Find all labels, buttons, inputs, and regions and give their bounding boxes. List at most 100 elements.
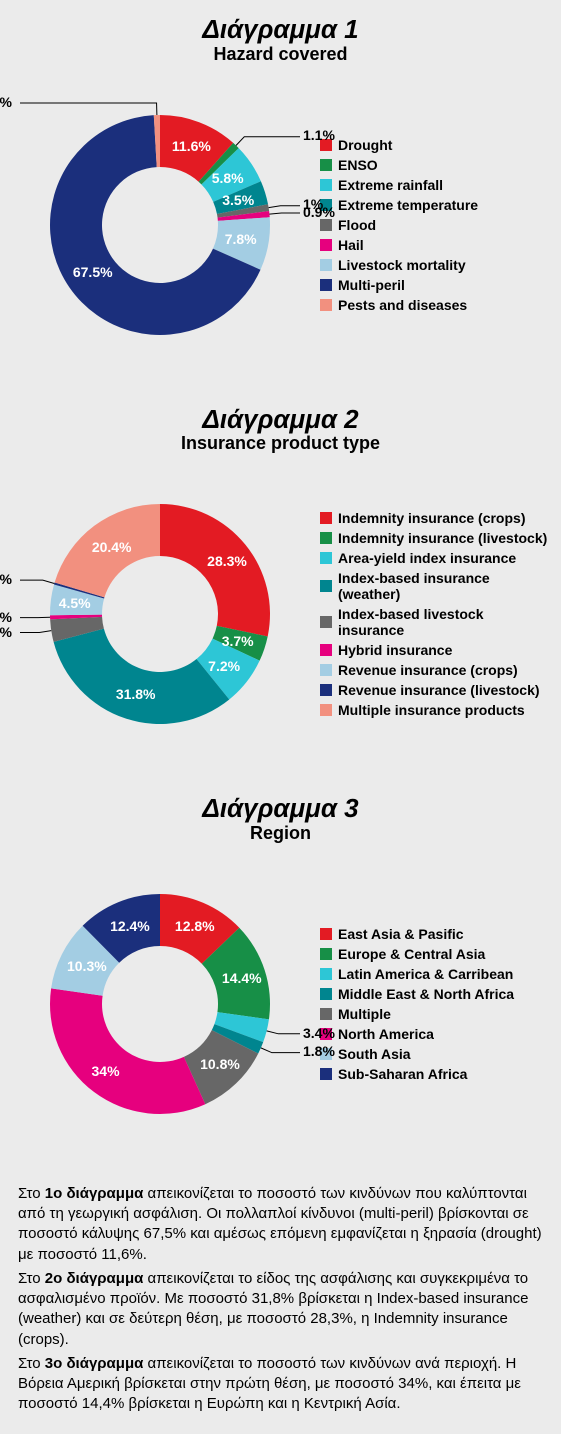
slice-label: 7.8% xyxy=(225,231,257,247)
legend-item: North America xyxy=(320,1026,514,1042)
slice-label: 3.3% xyxy=(0,624,12,640)
legend-item: Revenue insurance (crops) xyxy=(320,662,551,678)
slice-label: 12.8% xyxy=(175,918,215,934)
legend-swatch xyxy=(320,948,332,960)
legend-item: Drought xyxy=(320,137,478,153)
chart-title: Διάγραμμα 1 xyxy=(10,15,551,44)
legend-label: Pests and diseases xyxy=(338,297,467,313)
legend-swatch xyxy=(320,279,332,291)
legend-label: Europe & Central Asia xyxy=(338,946,485,962)
description-paragraph: Στο 3ο διάγραμμα απεικονίζεται το ποσοστ… xyxy=(18,1354,543,1415)
legend-swatch xyxy=(320,1068,332,1080)
donut-slice xyxy=(160,504,270,636)
legend-label: Livestock mortality xyxy=(338,257,466,273)
slice-label: 0.9% xyxy=(303,204,335,220)
slice-label: 5.8% xyxy=(212,170,244,186)
slice-label: 3.7% xyxy=(222,633,254,649)
legend-label: Multiple insurance products xyxy=(338,702,525,718)
legend-item: Multiple xyxy=(320,1006,514,1022)
legend-label: Index-based livestock insurance xyxy=(338,606,551,638)
legend-item: Area-yield index insurance xyxy=(320,550,551,566)
legend-label: Extreme temperature xyxy=(338,197,478,213)
legend-swatch xyxy=(320,259,332,271)
chart-subtitle: Region xyxy=(10,823,551,844)
legend-swatch xyxy=(320,179,332,191)
legend-item: Latin America & Carribean xyxy=(320,966,514,982)
legend-swatch xyxy=(320,532,332,544)
legend-label: ENSO xyxy=(338,157,378,173)
chart-subtitle: Insurance product type xyxy=(10,433,551,454)
legend-label: Drought xyxy=(338,137,392,153)
slice-label: 7.2% xyxy=(208,658,240,674)
legend-label: Latin America & Carribean xyxy=(338,966,513,982)
legend-item: Flood xyxy=(320,217,478,233)
slice-label: 3.4% xyxy=(303,1025,335,1041)
legend-label: Indemnity insurance (crops) xyxy=(338,510,525,526)
legend-item: Multi-peril xyxy=(320,277,478,293)
donut-chart: 11.6%1.1%5.8%3.5%1%0.9%7.8%67.5%0.9% xyxy=(10,75,310,375)
donut-slice xyxy=(50,988,205,1114)
legend-swatch xyxy=(320,968,332,980)
chart-title: Διάγραμμα 2 xyxy=(10,405,551,434)
legend-swatch xyxy=(320,219,332,231)
donut-slice xyxy=(54,629,230,724)
legend-swatch xyxy=(320,239,332,251)
legend-item: Indemnity insurance (crops) xyxy=(320,510,551,526)
legend-label: Sub-Saharan Africa xyxy=(338,1066,467,1082)
legend-item: Revenue insurance (livestock) xyxy=(320,682,551,698)
slice-label: 4.5% xyxy=(59,595,91,611)
legend-swatch xyxy=(320,684,332,696)
chart-block-3: Διάγραμμα 3Region 12.8% 14.4% 3.4% 1.8% 10.8%… xyxy=(10,794,551,1154)
legend-item: Multiple insurance products xyxy=(320,702,551,718)
legend-label: Extreme rainfall xyxy=(338,177,443,193)
slice-label: 1.8% xyxy=(303,1043,335,1059)
legend: Drought ENSO Extreme rainfall Extreme tempe… xyxy=(320,137,478,313)
chart-block-2: Διάγραμμα 2Insurance product type 28.3% 3.… xyxy=(10,405,551,765)
slice-label: 20.4% xyxy=(92,539,132,555)
legend-swatch xyxy=(320,664,332,676)
legend-label: Indemnity insurance (livestock) xyxy=(338,530,547,546)
slice-label: 67.5% xyxy=(73,264,113,280)
legend-item: Extreme temperature xyxy=(320,197,478,213)
legend-item: Hybrid insurance xyxy=(320,642,551,658)
legend-swatch xyxy=(320,552,332,564)
legend-label: Multiple xyxy=(338,1006,391,1022)
slice-label: 12.4% xyxy=(110,918,150,934)
legend-swatch xyxy=(320,928,332,940)
legend-item: ENSO xyxy=(320,157,478,173)
slice-label: 28.3% xyxy=(207,553,247,569)
legend-swatch xyxy=(320,299,332,311)
slice-label: 11.6% xyxy=(172,138,211,154)
legend-item: Pests and diseases xyxy=(320,297,478,313)
slice-label: 0.3% xyxy=(0,571,12,587)
legend-item: Extreme rainfall xyxy=(320,177,478,193)
legend-swatch xyxy=(320,616,332,628)
legend-swatch xyxy=(320,988,332,1000)
legend-label: South Asia xyxy=(338,1046,411,1062)
legend-label: East Asia & Pasific xyxy=(338,926,464,942)
chart-title: Διάγραμμα 3 xyxy=(10,794,551,823)
slice-label: 34% xyxy=(92,1063,120,1079)
legend-item: Index-based insurance (weather) xyxy=(320,570,551,602)
legend-swatch xyxy=(320,512,332,524)
legend-swatch xyxy=(320,704,332,716)
legend-label: Middle East & North Africa xyxy=(338,986,514,1002)
legend-label: Multi-peril xyxy=(338,277,405,293)
slice-label: 10.8% xyxy=(200,1056,240,1072)
slice-label: 10.3% xyxy=(67,958,107,974)
legend-swatch xyxy=(320,644,332,656)
legend-label: Flood xyxy=(338,217,376,233)
legend-item: Hail xyxy=(320,237,478,253)
slice-label: 0.9% xyxy=(0,94,12,110)
legend-label: Index-based insurance (weather) xyxy=(338,570,551,602)
description-paragraph: Στο 2ο διάγραμμα απεικονίζεται το είδος … xyxy=(18,1269,543,1350)
donut-chart: 28.3%3.7%7.2%31.8%3.3%0.6%4.5%0.3%20.4% xyxy=(10,464,310,764)
slice-label: 1.1% xyxy=(303,127,335,143)
legend-swatch xyxy=(320,580,332,592)
slice-label: 14.4% xyxy=(222,970,262,986)
legend-item: Index-based livestock insurance xyxy=(320,606,551,638)
legend-item: Europe & Central Asia xyxy=(320,946,514,962)
description-text: Στο 1ο διάγραμμα απεικονίζεται το ποσοστ… xyxy=(10,1184,551,1415)
legend: Indemnity insurance (crops) Indemnity ins… xyxy=(320,510,551,718)
legend-item: East Asia & Pasific xyxy=(320,926,514,942)
